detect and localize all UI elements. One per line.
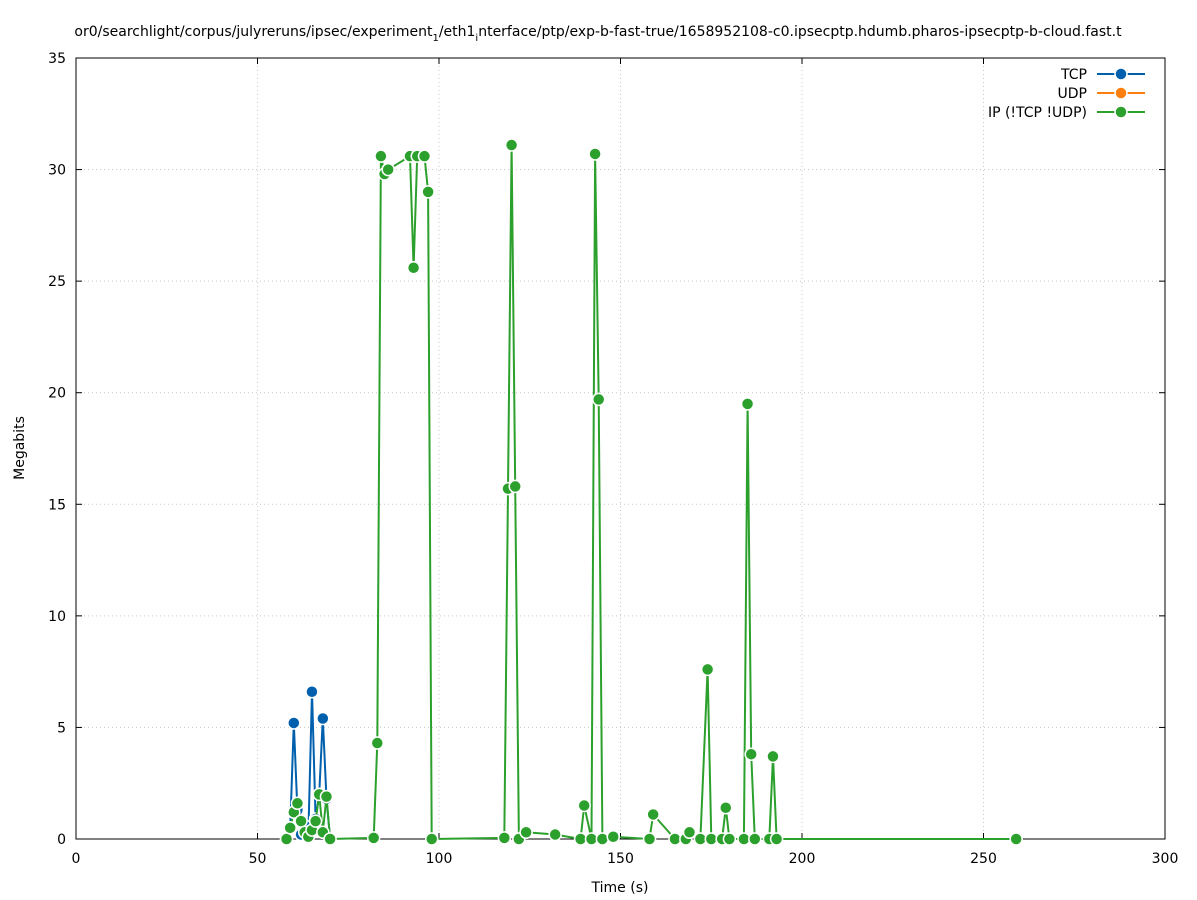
x-tick-label: 250 (970, 851, 997, 867)
chart-title-subscript-2: i (475, 33, 478, 44)
plot-area-border (75, 57, 1166, 840)
chart-title-subscript-1: 1 (432, 33, 438, 44)
data-point-ip-tcp-udp (290, 796, 305, 811)
data-point-ip-tcp-udp (577, 798, 591, 813)
x-tick-label: 50 (249, 851, 267, 867)
data-point-ip-tcp-udp (381, 162, 395, 177)
data-point-ip-tcp-udp (421, 185, 435, 199)
data-point-ip-tcp-udp (700, 662, 715, 677)
grid (76, 58, 1165, 839)
data-point-ip-tcp-udp (319, 789, 334, 804)
data-point-ip-tcp-udp (504, 138, 519, 152)
legend-marker-ip-tcp-udp (1114, 105, 1128, 119)
y-tick-label: 10 (48, 609, 66, 625)
data-point-tcp (305, 684, 319, 699)
data-point-ip-tcp-udp (323, 832, 337, 846)
data-point-ip-tcp-udp (497, 831, 512, 845)
x-tick-label: 100 (426, 851, 453, 867)
y-tick-label: 0 (57, 832, 66, 848)
data-point-ip-tcp-udp (308, 814, 323, 828)
y-tick-label: 15 (48, 497, 66, 513)
legend-label-tcp: TCP (1060, 67, 1087, 83)
data-point-ip-tcp-udp (417, 149, 432, 163)
y-tick-label: 25 (48, 274, 66, 290)
data-point-ip-tcp-udp (508, 479, 522, 494)
legend: TCP UDP IP (!TCP !UDP) (988, 67, 1145, 121)
data-point-ip-tcp-udp (595, 832, 610, 846)
data-point-ip-tcp-udp (406, 261, 421, 275)
y-tick-label: 35 (48, 51, 66, 67)
data-point-ip-tcp-udp (642, 832, 657, 846)
data-point-ip-tcp-udp (366, 831, 381, 845)
y-tick-label: 30 (48, 163, 66, 179)
data-point-ip-tcp-udp (588, 147, 602, 161)
data-point-ip-tcp-udp (283, 821, 297, 835)
data-point-ip-tcp-udp (548, 827, 562, 842)
series-layer (279, 138, 1023, 846)
data-point-ip-tcp-udp (646, 807, 660, 822)
x-axis-title: Time (s) (591, 880, 649, 896)
series-line-ip-tcp-udp (285, 144, 1017, 840)
data-point-ip-tcp-udp (682, 825, 697, 840)
data-point-ip-tcp-udp (769, 832, 784, 846)
legend-label-ip-tcp-udp: IP (!TCP !UDP) (988, 105, 1087, 121)
data-point-tcp (287, 716, 301, 730)
data-point-ip-tcp-udp (766, 749, 780, 764)
data-point-ip-tcp-udp (374, 149, 388, 163)
data-point-ip-tcp-udp (740, 397, 755, 411)
data-point-ip-tcp-udp (519, 825, 533, 840)
x-tick-label: 300 (1152, 851, 1179, 867)
data-point-ip-tcp-udp (1009, 832, 1023, 846)
x-tick-label: 200 (789, 851, 816, 867)
data-point-ip-tcp-udp (744, 747, 758, 761)
data-point-ip-tcp-udp (748, 832, 762, 846)
legend-marker-udp (1114, 86, 1128, 100)
data-point-ip-tcp-udp (722, 832, 737, 846)
axis-ticks: 0 50 100 150 200 250 300 0 5 10 15 20 25 30 35 (48, 51, 1178, 867)
data-point-ip-tcp-udp (424, 832, 439, 846)
y-tick-label: 20 (48, 386, 66, 402)
data-point-ip-tcp-udp (606, 830, 620, 844)
y-tick-label: 5 (57, 720, 66, 736)
x-tick-label: 150 (607, 851, 634, 867)
data-point-ip-tcp-udp (591, 392, 606, 407)
data-point-ip-tcp-udp (279, 832, 294, 846)
legend-marker-tcp (1114, 67, 1128, 81)
legend-label-udp: UDP (1058, 86, 1087, 102)
chart-title: or0/searchlight/corpus/julyreruns/ipsec/… (74, 24, 1122, 44)
y-axis-title: Megabits (12, 416, 28, 480)
data-point-ip-tcp-udp (370, 736, 385, 750)
x-tick-label: 0 (72, 851, 81, 867)
data-point-tcp (316, 711, 330, 726)
data-point-ip-tcp-udp (294, 814, 308, 828)
data-point-ip-tcp-udp (719, 801, 733, 815)
